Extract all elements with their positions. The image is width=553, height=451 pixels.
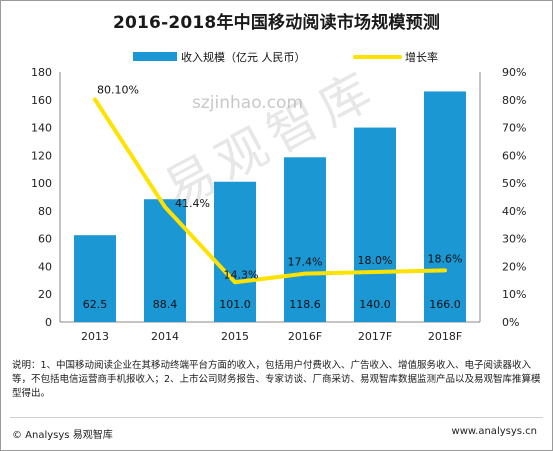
y-tick-label-left: 80 — [38, 205, 52, 218]
bar — [424, 91, 466, 322]
y-tick-label-right: 20% — [502, 260, 526, 273]
chart-note: 说明：1、中国移动阅读企业在其移动终端平台方面的收入，包括用户付费收入、广告收入… — [12, 360, 541, 399]
growth-rate-line — [93, 97, 447, 285]
y-tick-label-left: 120 — [31, 149, 52, 162]
bar-value-label: 118.6 — [289, 298, 321, 311]
chart-canvas: 0 20 40 60 80 100 120 140 160 180 0% 10% 20% 30% 40% 50… — [31, 50, 526, 343]
growth-rate-label: 18.6% — [428, 252, 463, 265]
y-tick-label-right: 90% — [502, 66, 526, 79]
legend-line-label: 增长率 — [405, 50, 438, 64]
y-tick-label-right: 40% — [502, 205, 526, 218]
x-tick-label: 2014 — [151, 330, 179, 343]
bar-value-label: 101.0 — [219, 298, 251, 311]
y-tick-label-right: 80% — [502, 94, 526, 107]
x-tick-label: 2018F — [428, 330, 462, 343]
x-tick-label: 2016F — [288, 330, 322, 343]
y-tick-label-left: 0 — [45, 316, 52, 329]
y-tick-label-left: 180 — [31, 66, 52, 79]
growth-rate-label: 80.10% — [97, 84, 139, 97]
growth-rate-label: 41.4% — [175, 197, 210, 210]
growth-rate-label: 18.0% — [358, 254, 393, 267]
bar-value-label: 140.0 — [359, 298, 391, 311]
bar — [74, 235, 116, 322]
legend-bar-swatch — [133, 52, 177, 61]
x-tick-label: 2013 — [81, 330, 109, 343]
footer-copyright: © Analysys 易观智库 — [12, 430, 113, 441]
bar — [354, 127, 396, 322]
bar-value-label: 88.4 — [153, 298, 178, 311]
y-tick-label-right: 30% — [502, 233, 526, 246]
y-tick-label-left: 40 — [38, 260, 52, 273]
bar — [284, 157, 326, 322]
bar-value-label: 166.0 — [429, 298, 461, 311]
y-tick-label-right: 50% — [502, 177, 526, 190]
y-tick-label-left: 140 — [31, 122, 52, 135]
bar — [214, 181, 256, 322]
y-tick-label-right: 10% — [502, 288, 526, 301]
y-tick-label-left: 160 — [31, 94, 52, 107]
x-tick-label: 2015 — [221, 330, 249, 343]
watermark-url: szjinhao.com — [192, 93, 304, 113]
legend-bar-label: 收入规模（亿元 人民币） — [181, 50, 306, 64]
y-tick-label-right: 60% — [502, 149, 526, 162]
y-tick-label-left: 20 — [38, 288, 52, 301]
x-tick-label: 2017F — [358, 330, 392, 343]
y-tick-label-right: 0% — [502, 316, 519, 329]
y-tick-label-left: 60 — [38, 233, 52, 246]
growth-rate-label: 14.3% — [224, 268, 259, 281]
growth-rate-label: 17.4% — [288, 256, 323, 269]
chart-title: 2016-2018年中国移动阅读市场规模预测 — [112, 13, 441, 33]
footer-website: www.analysys.cn — [451, 426, 537, 437]
y-tick-label-left: 100 — [31, 177, 52, 190]
y-tick-label-right: 70% — [502, 122, 526, 135]
footer-divider — [10, 417, 543, 418]
bar-value-label: 62.5 — [83, 298, 108, 311]
